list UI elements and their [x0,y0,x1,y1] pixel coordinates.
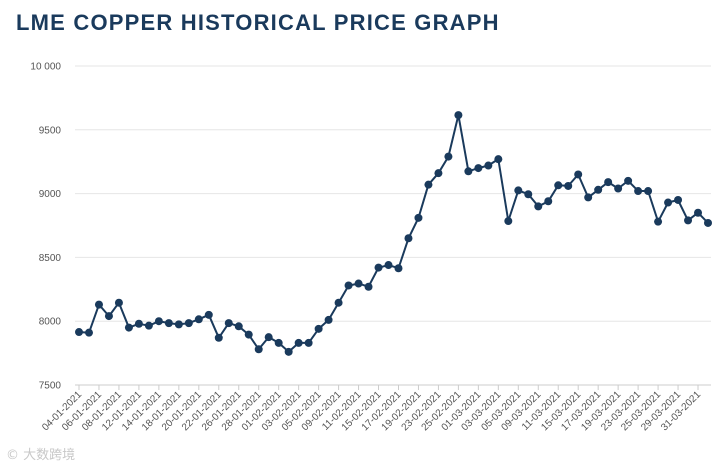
data-point[interactable] [334,298,343,307]
data-point[interactable] [404,234,413,243]
y-axis: 7500 8000 8500 9000 9500 10 000 [30,62,61,392]
data-point[interactable] [164,319,173,328]
data-point[interactable] [454,111,463,120]
data-point[interactable] [484,161,493,170]
data-point[interactable] [144,321,153,330]
data-point[interactable] [324,315,333,324]
data-point[interactable] [674,195,683,204]
y-tick-label: 7500 [39,381,62,392]
data-point[interactable] [214,333,223,342]
data-point[interactable] [384,261,393,270]
data-point[interactable] [114,298,123,307]
data-point[interactable] [584,193,593,202]
data-point[interactable] [514,186,523,195]
data-point[interactable] [184,319,193,328]
data-point[interactable] [434,169,443,178]
data-point[interactable] [424,180,433,189]
data-point[interactable] [464,167,473,176]
data-point[interactable] [94,300,103,309]
data-point[interactable] [174,320,183,329]
data-point[interactable] [594,185,603,194]
gridlines [75,65,711,386]
data-point[interactable] [554,181,563,190]
data-point[interactable] [224,319,233,328]
data-point[interactable] [564,181,573,190]
data-point[interactable] [504,217,513,226]
data-point[interactable] [694,208,703,217]
data-point[interactable] [534,202,543,211]
data-point[interactable] [444,152,453,161]
data-point[interactable] [284,347,293,356]
y-tick-label: 9000 [39,189,62,200]
data-point[interactable] [344,281,353,290]
data-point[interactable] [274,338,283,347]
data-point[interactable] [204,310,213,319]
data-point[interactable] [104,312,113,321]
data-point[interactable] [154,317,163,326]
data-point[interactable] [624,176,633,185]
data-point[interactable] [634,187,643,196]
y-tick-label: 8000 [39,317,62,328]
data-point[interactable] [524,190,533,199]
data-point[interactable] [374,263,383,272]
data-point[interactable] [604,178,613,187]
data-point[interactable] [234,322,243,331]
data-point[interactable] [84,328,93,337]
data-point[interactable] [494,155,503,164]
data-point[interactable] [264,333,273,342]
series-copper-price [75,111,712,356]
data-point[interactable] [134,319,143,328]
data-point[interactable] [704,218,712,227]
data-point[interactable] [244,330,253,339]
data-point[interactable] [654,217,663,226]
data-point[interactable] [124,323,133,332]
data-point[interactable] [294,338,303,347]
data-point[interactable] [644,187,653,196]
data-point[interactable] [194,315,203,324]
price-line [78,114,709,353]
data-point[interactable] [474,164,483,173]
data-point[interactable] [75,328,83,337]
data-point[interactable] [364,282,373,291]
y-tick-label: 9500 [39,125,62,136]
y-tick-label: 8500 [39,253,62,264]
data-point[interactable] [684,216,693,225]
data-point[interactable] [414,213,423,222]
data-point[interactable] [314,324,323,333]
chart-title: LME COPPER HISTORICAL PRICE GRAPH [16,10,500,35]
data-point[interactable] [614,184,623,193]
data-point[interactable] [354,279,363,288]
data-point[interactable] [304,338,313,347]
data-point[interactable] [254,345,263,354]
data-point[interactable] [664,198,673,207]
data-point[interactable] [544,197,553,206]
x-axis: 04-01-202106-01-202108-01-202112-01-2021… [40,385,703,433]
watermark-logo: © 大数跨境 [6,448,76,463]
data-point[interactable] [574,170,583,179]
data-point[interactable] [394,264,403,273]
y-tick-label: 10 000 [30,62,61,73]
